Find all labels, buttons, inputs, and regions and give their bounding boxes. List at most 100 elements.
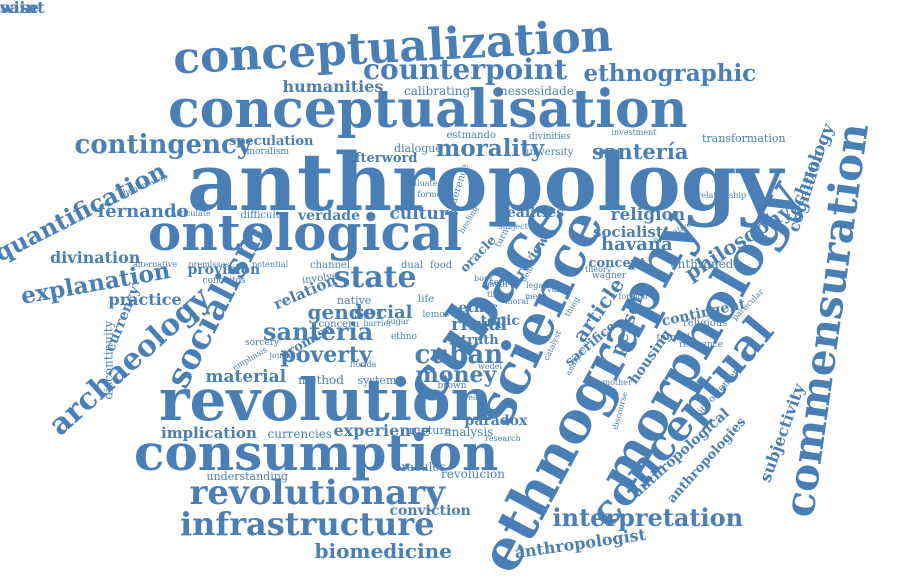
word: fernando [97,201,189,222]
word: research [485,434,521,443]
word: humanities [282,77,384,96]
word: ethnographic [583,59,757,87]
word: reference [679,339,724,350]
word: enthroned [670,257,734,271]
word: formed [417,190,447,199]
word: culture [389,203,459,224]
word: dialogue [394,141,442,155]
word: channel [310,260,350,271]
word: sense [489,277,515,288]
word: create [460,393,486,402]
word: turmoil [656,332,690,343]
word: state [333,260,417,295]
word: concept [588,255,646,271]
word: implication [161,423,257,442]
word: value [547,285,569,294]
word: counterpoint [363,53,568,86]
word: ethno [391,331,417,342]
word: method [298,373,344,387]
word: moralism [246,146,290,157]
word: truth [461,332,499,348]
word: book [474,274,494,283]
word: life [418,294,435,305]
word: interpretation [552,503,744,532]
word: anthropology [187,135,784,229]
word: oraculos [394,460,446,474]
word: conceitos [202,275,246,286]
word: verdade [298,208,360,224]
word: sorcery [245,337,280,348]
word: revolution [159,366,493,434]
word: material [205,366,287,387]
word: consumption [134,423,499,482]
word: foreign [618,292,648,301]
word: experience [333,421,431,440]
word: revolución [441,467,505,481]
word: topic [480,313,520,329]
word: gender [307,300,387,324]
word: food [430,260,453,271]
word: alternative [133,260,178,269]
word: concern [318,319,360,330]
word: wagner [592,270,627,281]
word: contingency [74,130,252,160]
word: afterword [346,150,418,166]
word: system [357,373,397,387]
word: divinities [529,131,571,142]
word: investment [611,128,657,137]
word: potential [252,260,289,269]
word: understanding [206,469,288,483]
word: florida [350,360,377,369]
word: legal [526,281,546,290]
word: conviction [389,503,471,519]
word: money [415,362,497,388]
word: infrastructure [180,505,435,543]
word: university [523,147,574,158]
word: estmando [446,130,496,141]
word: biomedicine [314,539,452,563]
word: mother [602,378,632,387]
word: saint [0,0,45,17]
word: theory [585,265,612,274]
word: santeria [263,317,374,346]
word: transformation [702,131,786,145]
word: nessesidade [500,84,574,98]
word: practice [108,290,182,309]
word: dual [401,260,424,271]
word: commensuration [773,119,878,520]
word: socialist [593,222,663,241]
word: barrier [363,319,393,328]
word: time [487,290,506,299]
word: currencies [267,427,333,441]
word: provision [187,262,261,278]
word: realities [499,205,565,221]
word: revolutionary [189,473,445,513]
word: conceptualisation [168,79,688,140]
word: native [337,293,372,307]
word: subject [498,222,528,231]
word: relationship [697,191,747,200]
word: analysis [444,425,494,439]
word: evaluate [403,179,438,188]
word: brown [437,380,467,391]
word: cuban [414,340,504,370]
word: wise [0,0,40,17]
word: speculation [229,133,314,149]
word: sugar [386,317,410,326]
word: wedel [478,362,502,371]
word: discontinuity [100,320,115,400]
word: journey [269,351,301,360]
word: myth [487,280,508,289]
word: calibrating [404,84,471,98]
word: rupture [408,423,452,437]
word: mean [525,292,548,301]
word: ethic [458,300,498,316]
word: lemos [422,309,450,320]
word: paradox [464,413,528,429]
word: difficulty [240,210,286,221]
word: religious [683,318,728,329]
word: santería [592,138,689,164]
word: ontological [148,203,463,262]
word: religion [610,204,686,225]
